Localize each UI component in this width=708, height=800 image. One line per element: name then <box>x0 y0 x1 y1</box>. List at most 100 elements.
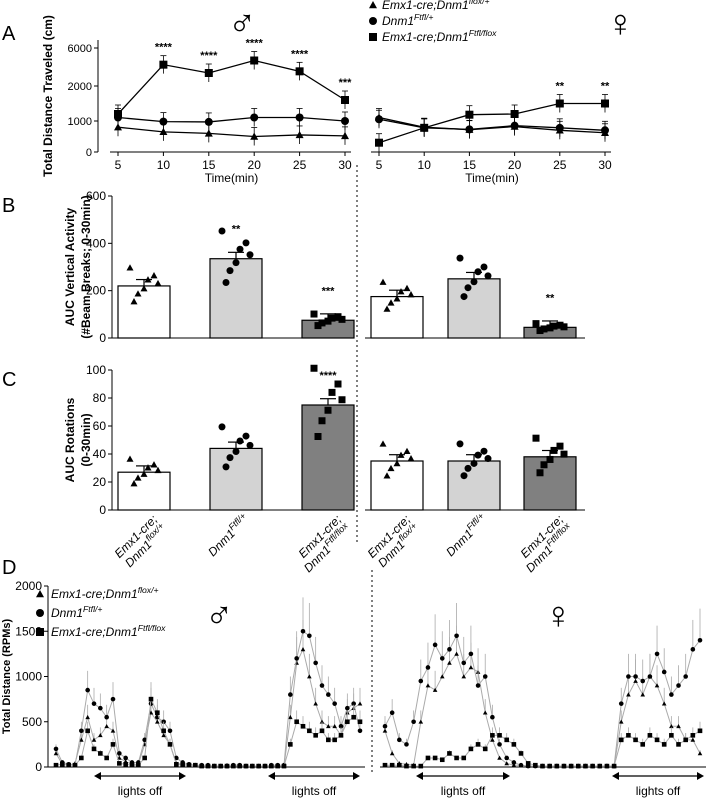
panel-c-bar <box>370 460 424 511</box>
panel-b-significance: *** <box>322 285 336 297</box>
d-point-square <box>647 733 653 738</box>
a-point-triangle <box>295 130 304 139</box>
a-x-tick-label: 10 <box>418 158 432 172</box>
d-point-triangle <box>697 751 703 756</box>
panel-c-dot-square <box>324 406 332 414</box>
d-point-square <box>155 710 160 715</box>
panel-c-category-label: Dnm1Ftfl/+ <box>204 511 252 559</box>
d-point-square <box>79 755 84 761</box>
d-point-square <box>597 763 603 769</box>
panel-b-bar <box>447 278 501 339</box>
panel-b-dot-triangle <box>134 290 142 297</box>
d-y-tick-label: 2000 <box>15 579 42 593</box>
d-point-circle <box>123 755 128 761</box>
d-point-square <box>590 763 595 769</box>
d-point-square <box>683 737 688 743</box>
a-point-square <box>159 60 168 69</box>
d-point-circle <box>326 692 331 697</box>
arrowhead-right <box>697 772 704 780</box>
panel-c-dot-square <box>310 364 318 372</box>
d-point-circle <box>497 742 502 747</box>
d-y-tick-label: 0 <box>35 760 42 774</box>
d-point-circle <box>411 719 416 725</box>
panel-b-dot-square <box>560 323 568 331</box>
d-point-circle <box>110 696 116 702</box>
d-point-triangle <box>389 751 395 756</box>
arrowhead-right <box>503 772 510 780</box>
arrowhead-left <box>416 772 423 780</box>
legend-marker-square <box>369 33 377 41</box>
a-x-tick-label: 20 <box>508 158 522 172</box>
legend-label: Emx1-cre;Dnm1Ftfl/flox <box>382 28 497 44</box>
panel-c-dot-circle <box>218 423 226 431</box>
d-point-square <box>250 763 255 769</box>
panel-c-dot-circle <box>474 451 482 459</box>
a-x-tick-label: 30 <box>598 158 612 172</box>
d-series-line-circle <box>384 634 701 767</box>
a-series-line-square <box>378 102 605 144</box>
d-point-square <box>218 763 223 769</box>
d-point-circle <box>300 628 306 634</box>
panel-c-category-label: Emx1-cre;Dnm1Ftfl/flox <box>291 512 354 575</box>
panel-b-dot-square <box>324 317 332 325</box>
d-point-circle <box>397 737 402 743</box>
a-y-tick-label: 1000 <box>68 116 92 128</box>
d-point-square <box>568 763 574 769</box>
d-point-circle <box>654 651 660 657</box>
panel-c-bar <box>301 404 355 511</box>
panel-c-dot-triangle <box>407 455 415 462</box>
panel-c-dot-square <box>556 442 564 450</box>
legend-label: Dnm1Ftfl/+ <box>382 12 433 28</box>
d-point-circle <box>447 647 452 652</box>
d-point-triangle <box>504 761 510 766</box>
d-point-circle <box>338 723 344 729</box>
d-point-square <box>319 728 325 734</box>
d-point-circle <box>518 762 524 768</box>
d-point-triangle <box>618 719 624 724</box>
d-point-circle <box>647 674 653 679</box>
d-point-circle <box>461 660 467 666</box>
d-point-square <box>174 761 179 767</box>
panel-c-y-tick-label: 40 <box>93 447 107 461</box>
d-point-circle <box>640 678 646 684</box>
panel-d-chart: 0 500 1000 1500 2000 Total Distance (RPMs) lig… <box>1 579 706 798</box>
panel-b-dot-triangle <box>403 284 411 292</box>
a-series-line-triangle <box>117 126 346 138</box>
panel-c-dot-square <box>550 446 558 454</box>
d-point-square <box>497 733 502 738</box>
panel-b-dot-square <box>314 322 322 330</box>
d-point-square <box>281 763 287 769</box>
male-symbol-d: ♂ <box>205 595 234 637</box>
panel-c-category-label: Emx1-cre;Dnm1Ftfl/flox <box>513 512 576 575</box>
a-x-tick-label: 25 <box>553 158 567 172</box>
d-point-circle <box>690 647 696 652</box>
d-point-square <box>640 742 646 747</box>
panel-c-dot-triangle <box>150 461 158 468</box>
panel-c-dot-circle <box>456 440 464 448</box>
d-point-square <box>389 762 395 768</box>
panel-b-dot-circle <box>480 263 488 271</box>
d-point-triangle <box>104 723 109 729</box>
d-point-circle <box>117 751 122 756</box>
d-point-circle <box>79 728 84 734</box>
d-point-circle <box>669 692 674 697</box>
panel-b-dot-triangle <box>407 291 415 298</box>
d-point-triangle <box>676 723 681 729</box>
d-point-square <box>511 742 517 747</box>
panel-b-dot-square <box>318 319 326 327</box>
panel-c-dot-square <box>334 380 342 388</box>
d-point-circle <box>104 714 109 720</box>
panel-b-bar <box>209 258 263 339</box>
d-series-line-triangle <box>384 652 701 767</box>
d-point-circle <box>389 710 395 715</box>
d-point-triangle <box>85 714 90 720</box>
d-point-square <box>262 763 268 769</box>
panel-c-dot-square <box>546 455 554 463</box>
panel-c-dot-triangle <box>403 447 411 454</box>
d-point-square <box>91 746 97 752</box>
panel-b-bar <box>117 285 171 339</box>
d-point-square <box>180 762 185 768</box>
d-point-square <box>142 755 147 761</box>
d-point-square <box>313 733 318 738</box>
a-point-square <box>601 99 609 108</box>
